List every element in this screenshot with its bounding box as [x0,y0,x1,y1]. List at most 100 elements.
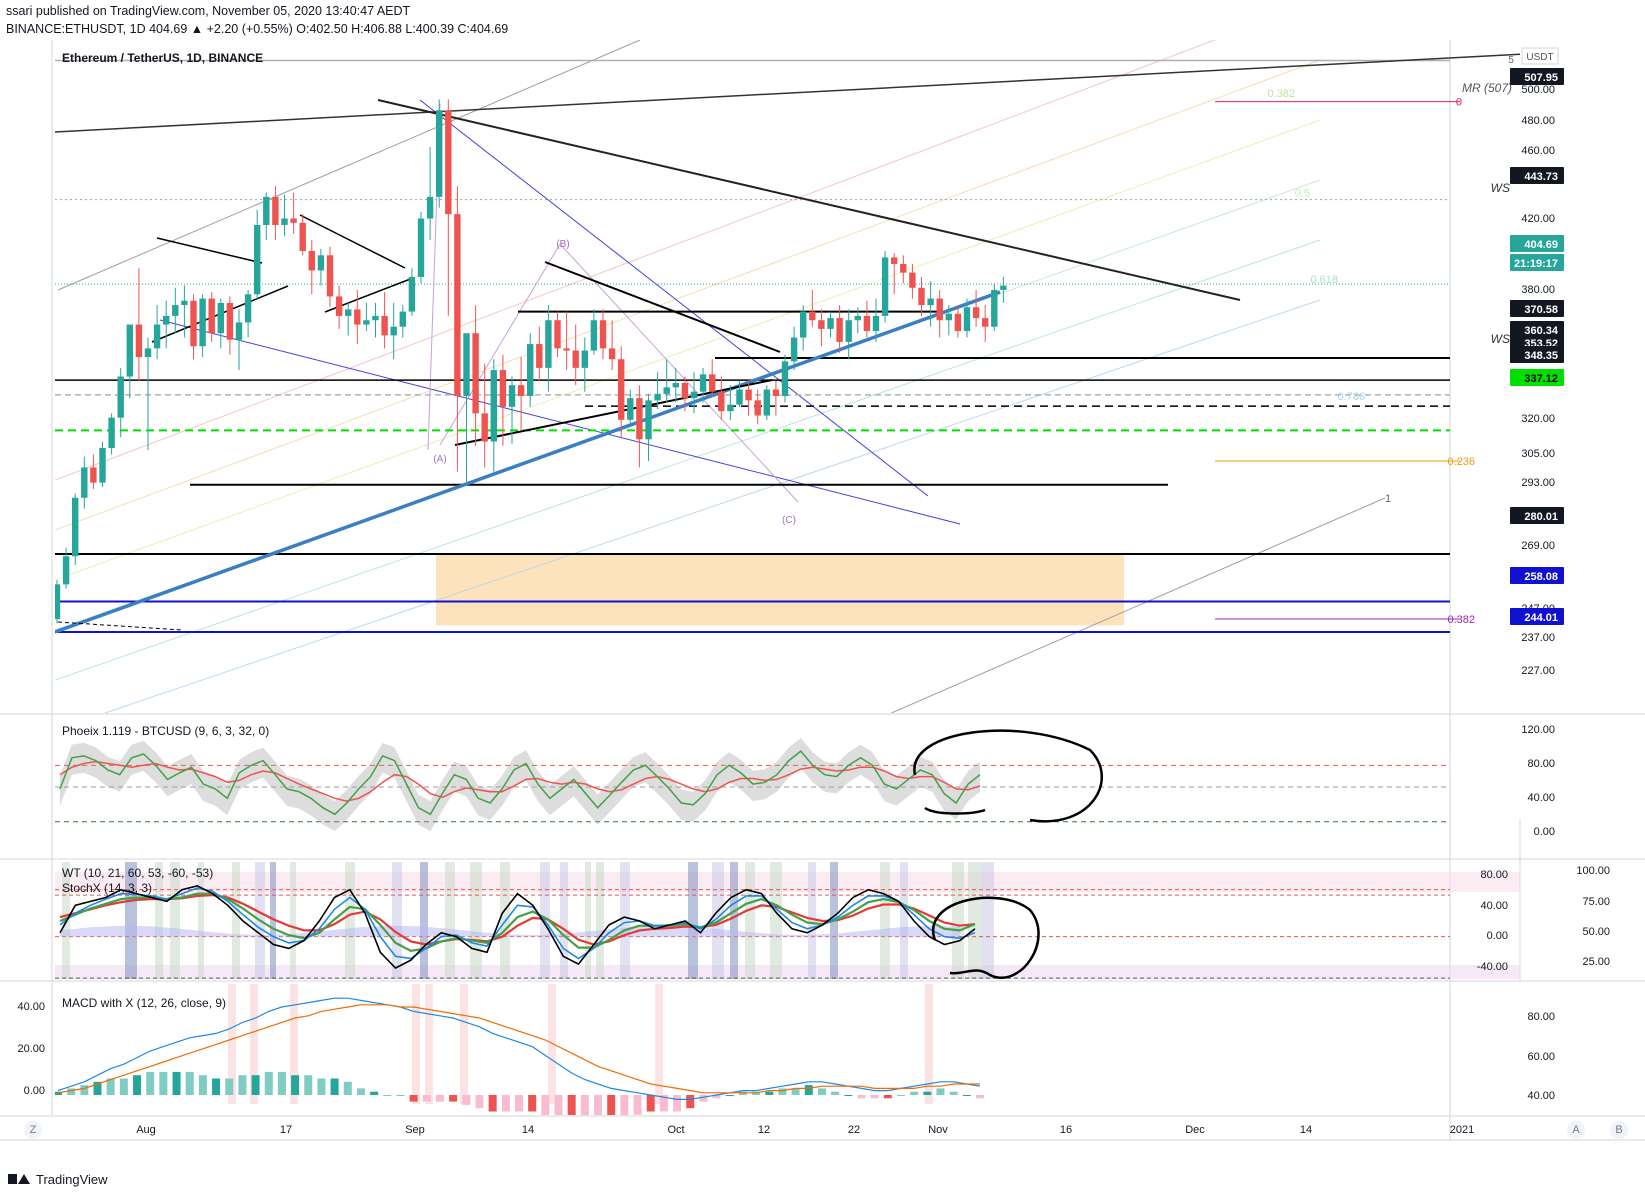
candle-body [172,305,179,316]
wt-title: WT (10, 21, 60, 53, -60, -53) [62,866,213,880]
candle-body [854,315,861,321]
log-scale-button[interactable]: B [1610,1121,1628,1139]
price-label: 280.01 [1524,511,1558,523]
candle-body [454,214,461,397]
currency-label: USDT [1526,52,1553,63]
pitchfork-line [159,319,961,525]
candle-body [945,313,952,321]
macd-histogram-bar [607,1095,616,1115]
fib-fan-line [55,119,1321,581]
signal-shade [596,862,604,979]
stochx-tick: 25.00 [1582,956,1610,968]
macd-histogram-bar [699,1095,708,1102]
price-label: 404.69 [1524,239,1558,251]
candle-body [845,320,852,342]
macd-histogram-bar [146,1071,155,1095]
candle-body [144,348,152,358]
macd-histogram-bar [910,1091,919,1095]
macd-histogram-bar [409,1095,418,1102]
signal-shade [730,862,738,979]
candle-body [608,348,616,360]
fib-level-label: 0 [1456,97,1462,109]
macd-shade [425,984,433,1104]
macd-shade [228,984,236,1104]
signal-shade [880,862,890,979]
candle-body [581,350,588,368]
candle-body [226,302,234,340]
signal-shade [900,862,908,979]
candle-body [463,333,470,397]
macd-histogram-bar [765,1091,774,1095]
annotation-ws: WS [1491,332,1510,346]
signal-shade [620,862,630,979]
wave-label-c: (C) [782,515,796,526]
macd-histogram-bar [528,1095,537,1112]
fib-fan-line [55,239,1321,681]
price-label: 337.12 [1524,373,1558,385]
signal-line [57,1004,980,1094]
time-tick: Sep [405,1124,425,1136]
macd-histogram-bar [896,1095,905,1096]
signal-shade [808,862,816,979]
macd-histogram-bar [976,1095,984,1099]
candle-body [190,300,197,347]
price-label-box [1510,68,1564,85]
currency-box [1521,47,1559,65]
auto-scale-button[interactable]: A [1567,1121,1585,1139]
candle-body [590,320,598,351]
time-tick: 17 [280,1124,292,1136]
macd-histogram-bar [106,1078,115,1095]
macd-histogram-bar [620,1095,629,1115]
candle-body [436,110,443,197]
macd-shade [925,984,933,1104]
macd-histogram-bar [264,1071,273,1095]
candle-body [790,337,798,362]
candle-body [99,447,106,483]
price-label-box [1510,507,1564,524]
tradingview-footer[interactable]: TradingView [8,1168,108,1190]
candle-body [827,318,834,329]
wt-tick: -40.00 [1477,961,1508,973]
macd-histogram-bar [870,1095,879,1099]
candle-body [399,311,406,327]
price-label-box [1510,369,1564,386]
chart-area[interactable]: 0 0.236 0.382 0.382 0.5 0.618 0.786 MR (507) WS W… [0,40,1645,1165]
oscillator-tick: 40.00 [1527,792,1555,804]
macd-histogram-bar [949,1091,958,1095]
price-tick: 480.00 [1521,115,1555,127]
candle-body [508,385,516,407]
macd-histogram-bar [712,1095,721,1099]
mfi-area [60,925,960,937]
macd-histogram-bar [370,1091,379,1095]
macd-histogram-bar [119,1078,128,1095]
price-label-box [1510,608,1564,625]
candle-body [618,359,625,420]
candle-body [772,389,780,397]
signal-shade [445,862,455,979]
candle-body [736,389,743,405]
macd-histogram-bar [172,1071,181,1095]
channel-label: 1 [1385,493,1391,505]
candle-body [372,315,379,321]
candle-body [900,263,907,273]
candle-body [335,296,343,316]
candle-body [390,326,397,336]
signal-shade [982,862,994,979]
macd-histogram-bar [396,1095,405,1096]
macd-histogram-bar [422,1095,431,1102]
chart-canvas[interactable]: 0 0.236 0.382 0.382 0.5 0.618 0.786 MR (507) WS W… [0,40,1645,1165]
phoeix-fast-line [59,750,981,816]
candle-body [472,333,479,414]
zoom-reset-button[interactable]: Z [24,1121,42,1139]
macd-shade [460,984,468,1104]
macd-histogram-bar [251,1075,260,1095]
macd-tick: 40.00 [17,1001,45,1013]
signal-shade [952,862,964,979]
macd-histogram-bar [580,1095,589,1115]
wave-label-a: (A) [433,454,446,465]
candle-body [55,584,61,620]
macd-histogram-bar [55,1091,62,1095]
candle-body [281,218,288,225]
candle-body [445,110,452,215]
candle-body [963,307,971,332]
